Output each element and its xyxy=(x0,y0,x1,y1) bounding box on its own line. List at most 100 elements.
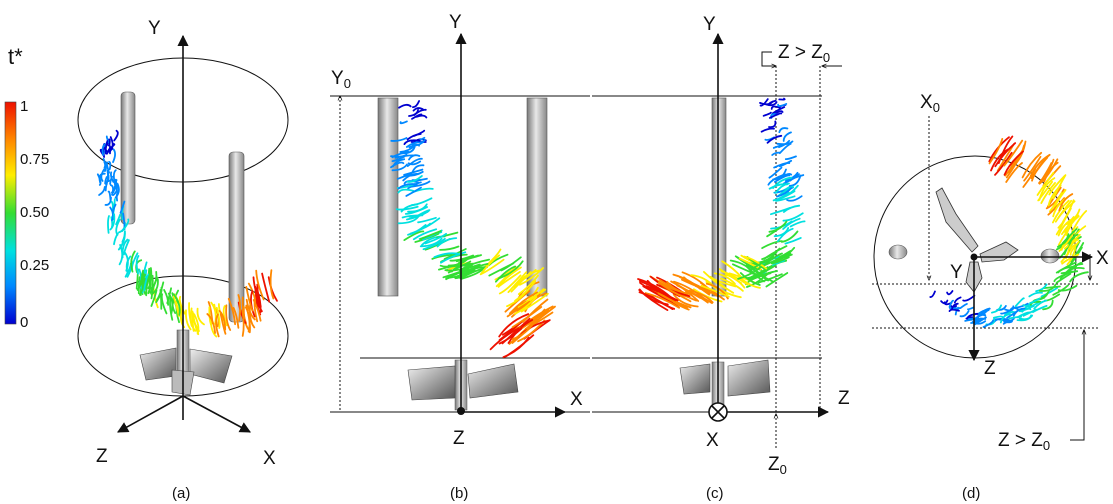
y-axis-label: Y xyxy=(950,262,963,283)
colorbar-tick-0.50: 0.50 xyxy=(20,204,49,221)
streamline xyxy=(780,230,799,243)
streamline xyxy=(520,292,549,313)
streamline xyxy=(1029,297,1041,304)
streamline xyxy=(767,99,777,106)
streamline xyxy=(413,129,426,137)
baffle-left xyxy=(377,97,399,297)
streamline xyxy=(248,304,256,329)
streamline xyxy=(411,164,425,173)
streamline xyxy=(778,127,789,134)
colorbar-tick-0.25: 0.25 xyxy=(20,257,49,274)
streamline xyxy=(422,217,441,230)
streamline xyxy=(115,214,121,226)
streamline xyxy=(761,240,783,249)
streamline xyxy=(1020,307,1032,313)
streamline xyxy=(121,238,129,259)
streamline xyxy=(513,296,538,315)
streamline xyxy=(225,304,232,331)
streamline xyxy=(206,313,216,334)
x-axis-label: X xyxy=(706,430,719,451)
y-axis-label: Y xyxy=(148,18,161,39)
streamline xyxy=(940,299,949,305)
streamline xyxy=(408,109,419,117)
streamline xyxy=(130,250,136,273)
streamline xyxy=(778,142,792,155)
streamline xyxy=(789,174,805,182)
streamline xyxy=(1069,240,1080,256)
streamline xyxy=(104,140,109,155)
streamline xyxy=(1003,320,1013,324)
streamline xyxy=(98,172,106,184)
streamline xyxy=(137,273,147,291)
streamline xyxy=(788,174,802,187)
streamline xyxy=(109,213,116,231)
streamline xyxy=(684,279,711,295)
streamline xyxy=(1022,301,1040,308)
streamline xyxy=(776,187,793,198)
streamline xyxy=(693,288,723,303)
colorbar-tick-0: 0 xyxy=(20,314,28,331)
streamline xyxy=(184,309,192,331)
streamline xyxy=(245,286,254,312)
streamline xyxy=(774,174,791,183)
streamline xyxy=(1061,228,1078,245)
streamline xyxy=(395,205,419,211)
streamline xyxy=(948,306,960,310)
streamline xyxy=(721,260,742,278)
streamline xyxy=(737,264,764,280)
streamline xyxy=(113,129,119,142)
streamline xyxy=(107,215,110,234)
streamline xyxy=(255,269,265,301)
impeller xyxy=(935,187,1019,293)
streamline xyxy=(778,97,786,101)
streamline xyxy=(1049,192,1063,213)
streamline xyxy=(269,269,275,300)
streamline xyxy=(400,145,416,155)
streamline xyxy=(713,272,736,285)
streamline xyxy=(1009,306,1020,312)
streamline xyxy=(1048,175,1066,196)
streamline xyxy=(1005,162,1023,183)
streamline xyxy=(720,270,749,286)
streamline xyxy=(784,237,802,245)
streamline xyxy=(1058,193,1074,212)
streamline xyxy=(673,280,706,300)
streamline xyxy=(951,302,959,311)
streamline xyxy=(720,277,744,292)
streamline xyxy=(765,272,789,288)
streamline xyxy=(1022,308,1037,317)
streamline xyxy=(509,291,539,315)
streamline xyxy=(172,293,181,316)
streamline xyxy=(399,120,408,125)
impeller xyxy=(139,329,233,396)
cond-bracket xyxy=(1070,330,1084,441)
streamline xyxy=(403,230,425,241)
streamline xyxy=(454,269,476,280)
x-axis-label: X xyxy=(570,389,583,410)
colorbar-gradient xyxy=(4,101,17,325)
streamline xyxy=(241,309,245,337)
streamline xyxy=(688,289,714,304)
caption-b: (b) xyxy=(450,485,468,502)
streamline xyxy=(1012,140,1027,168)
streamline xyxy=(460,268,484,280)
streamline xyxy=(510,271,532,293)
streamline xyxy=(406,175,423,183)
streamline xyxy=(770,105,782,110)
streamline xyxy=(112,148,116,163)
z-axis-label: Z xyxy=(984,358,996,379)
streamline xyxy=(959,303,968,309)
streamline xyxy=(670,280,701,299)
streamline xyxy=(169,296,174,321)
streamline xyxy=(1042,299,1054,311)
streamline xyxy=(1021,151,1043,179)
streamline xyxy=(237,301,247,324)
panel-d: X0 X Y Z Z > Z0 (d) xyxy=(872,92,1109,502)
streamline xyxy=(160,293,168,315)
streamline xyxy=(1040,287,1059,298)
streamline xyxy=(495,266,517,288)
streamline xyxy=(511,319,537,341)
baffle-left xyxy=(888,244,908,260)
streamline xyxy=(522,298,549,323)
z-axis xyxy=(117,395,184,433)
